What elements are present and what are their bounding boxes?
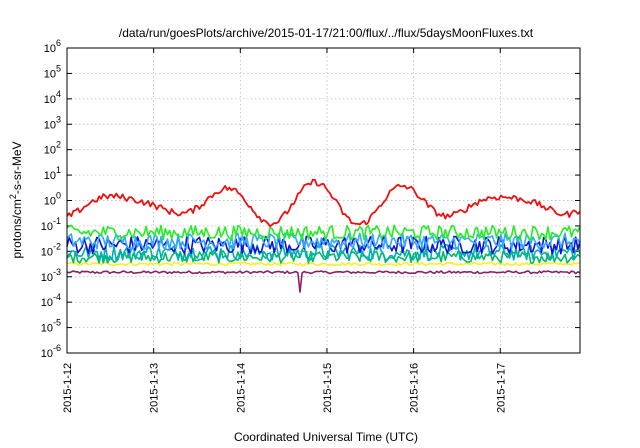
y-axis-label-base: protons/cm — [10, 199, 24, 258]
y-tick-label: 102 — [44, 140, 61, 157]
y-tick-label: 104 — [44, 89, 61, 106]
y-tick-label: 10-5 — [41, 318, 61, 335]
chart-title: /data/run/goesPlots/archive/2015-01-17/2… — [119, 26, 534, 40]
y-tick-label: 10-6 — [41, 343, 61, 360]
grid — [66, 47, 580, 354]
x-tick-label: 2015-1-17 — [495, 363, 507, 413]
series-line — [66, 243, 581, 262]
y-tick-label: 10-2 — [41, 241, 61, 258]
series-line — [66, 232, 581, 251]
y-tick-label: 100 — [44, 191, 61, 208]
x-tick-label: 2015-1-14 — [235, 363, 247, 413]
series-line — [66, 261, 581, 267]
series-line — [66, 224, 581, 241]
y-tick-label: 103 — [44, 114, 61, 131]
y-tick-label: 105 — [44, 63, 61, 80]
x-tick-labels: 2015-1-12 2015-1-13 2015-1-14 2015-1-15 2015… — [62, 363, 507, 413]
y-tick-label: 10-1 — [41, 216, 61, 233]
y-tick-label: 106 — [44, 38, 61, 55]
x-tick-label: 2015-1-15 — [322, 363, 334, 413]
x-tick-label: 2015-1-12 — [62, 363, 74, 413]
series-line — [66, 270, 581, 293]
series-line — [66, 235, 581, 255]
plot-frame — [66, 47, 581, 354]
y-tick-label: 10-4 — [41, 292, 61, 309]
x-tick-label: 2015-1-13 — [149, 363, 161, 413]
y-axis-label: protons/cm2-s-sr-MeV — [8, 141, 24, 258]
x-tick-label: 2015-1-16 — [409, 363, 421, 413]
x-axis-label: Coordinated Universal Time (UTC) — [234, 430, 418, 444]
y-axis-label-sup: 2 — [8, 194, 18, 199]
y-tick-labels: 10-6 10-5 10-4 10-3 10-2 10-1 100 101 102 103 104 1… — [41, 38, 61, 360]
y-tick-label: 101 — [44, 165, 61, 182]
series-line — [66, 178, 581, 228]
y-tick-label: 10-3 — [41, 267, 61, 284]
series-layer — [66, 178, 581, 293]
y-axis-label-rest: -s-sr-MeV — [10, 141, 24, 194]
